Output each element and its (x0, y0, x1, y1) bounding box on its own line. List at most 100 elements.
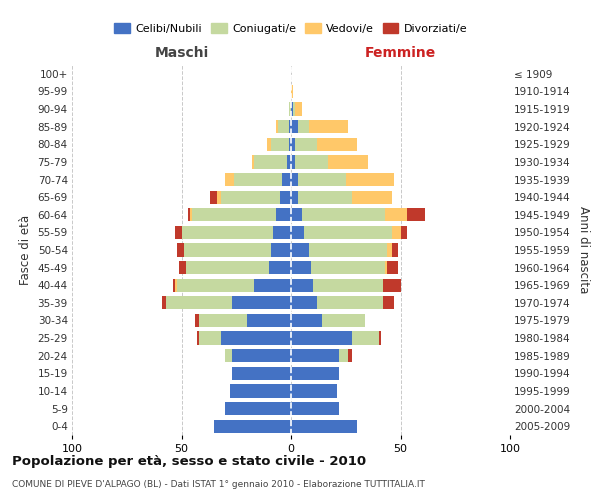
Bar (291, 402, 339, 415)
Bar (275, 208, 291, 222)
Bar (291, 120, 298, 134)
Bar (232, 366, 291, 380)
Bar (197, 332, 199, 344)
Bar (234, 173, 282, 186)
Bar (254, 278, 291, 292)
Bar (226, 402, 291, 415)
Bar (179, 261, 186, 274)
Bar (295, 156, 328, 168)
Bar (177, 278, 254, 292)
Bar (175, 278, 177, 292)
Bar (298, 173, 346, 186)
Y-axis label: Anni di nascita: Anni di nascita (577, 206, 590, 294)
Bar (291, 85, 293, 98)
Bar (254, 156, 287, 168)
Bar (217, 190, 221, 204)
Bar (295, 138, 317, 151)
Text: Femmine: Femmine (365, 46, 436, 60)
Bar (289, 120, 291, 134)
Bar (291, 102, 293, 116)
Bar (291, 384, 337, 398)
Bar (298, 120, 308, 134)
Bar (311, 261, 385, 274)
Bar (291, 208, 302, 222)
Bar (385, 261, 388, 274)
Bar (291, 190, 298, 204)
Bar (226, 173, 234, 186)
Bar (291, 226, 304, 239)
Bar (166, 296, 232, 310)
Bar (162, 296, 166, 310)
Bar (221, 332, 291, 344)
Bar (175, 226, 182, 239)
Bar (269, 261, 291, 274)
Bar (302, 208, 385, 222)
Bar (291, 156, 295, 168)
Bar (247, 314, 291, 327)
Bar (291, 261, 311, 274)
Bar (308, 120, 348, 134)
Bar (385, 208, 407, 222)
Bar (392, 226, 401, 239)
Bar (291, 349, 339, 362)
Bar (322, 314, 365, 327)
Bar (383, 296, 394, 310)
Bar (182, 226, 274, 239)
Bar (308, 244, 388, 256)
Bar (184, 244, 271, 256)
Bar (328, 156, 368, 168)
Bar (188, 208, 190, 222)
Bar (232, 349, 291, 362)
Bar (210, 190, 217, 204)
Bar (352, 190, 392, 204)
Bar (317, 138, 357, 151)
Bar (291, 278, 313, 292)
Bar (313, 278, 383, 292)
Bar (379, 332, 381, 344)
Bar (291, 244, 308, 256)
Text: Popolazione per età, sesso e stato civile - 2010: Popolazione per età, sesso e stato civil… (12, 455, 366, 468)
Y-axis label: Fasce di età: Fasce di età (19, 215, 32, 285)
Bar (280, 190, 291, 204)
Bar (274, 226, 291, 239)
Bar (267, 138, 271, 151)
Bar (298, 190, 352, 204)
Bar (186, 261, 269, 274)
Bar (194, 314, 199, 327)
Bar (214, 420, 291, 433)
Bar (295, 102, 302, 116)
Bar (271, 244, 291, 256)
Bar (226, 349, 232, 362)
Bar (293, 102, 295, 116)
Bar (287, 156, 291, 168)
Bar (304, 226, 392, 239)
Bar (407, 208, 425, 222)
Bar (193, 208, 275, 222)
Bar (230, 384, 291, 398)
Legend: Celibi/Nubili, Coniugati/e, Vedovi/e, Divorziati/e: Celibi/Nubili, Coniugati/e, Vedovi/e, Di… (110, 19, 472, 38)
Text: Maschi: Maschi (154, 46, 209, 60)
Bar (221, 190, 280, 204)
Bar (199, 314, 247, 327)
Bar (388, 244, 392, 256)
Bar (291, 366, 339, 380)
Bar (291, 314, 322, 327)
Bar (199, 332, 221, 344)
Bar (173, 278, 175, 292)
Bar (232, 296, 291, 310)
Bar (352, 332, 379, 344)
Bar (278, 120, 289, 134)
Bar (251, 156, 254, 168)
Bar (401, 226, 407, 239)
Bar (271, 138, 289, 151)
Bar (339, 349, 348, 362)
Bar (291, 138, 295, 151)
Bar (289, 102, 291, 116)
Bar (383, 278, 401, 292)
Bar (291, 332, 352, 344)
Bar (275, 120, 278, 134)
Bar (291, 296, 317, 310)
Bar (190, 208, 193, 222)
Bar (291, 420, 357, 433)
Bar (388, 261, 398, 274)
